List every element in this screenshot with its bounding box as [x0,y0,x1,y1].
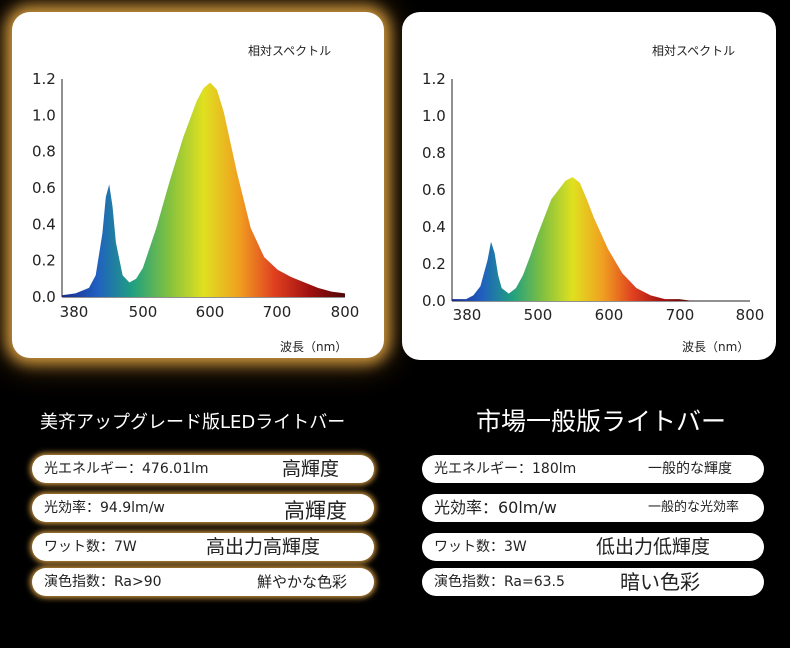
spec-value: 一般的な光効率 [648,500,740,515]
heading-upgraded: 美齐アップグレード版LEDライトバー [40,412,346,433]
spec-label: ワット数：3W [434,539,527,555]
spec-pill-wattage: ワット数：7W 高出力高輝度 [32,533,374,561]
y-tick-label: 0.0 [32,288,56,306]
chart-title: 相対スペクトル [652,44,736,58]
x-tick-label: 700 [666,306,695,324]
x-tick-label: 800 [331,303,360,321]
y-tick-label: 0.4 [422,218,446,236]
x-axis-label: 波長（nm） [682,340,750,354]
spec-value: 暗い色彩 [620,570,700,594]
spectrum-area [452,177,694,301]
x-tick-label: 700 [263,303,292,321]
spec-pill-efficiency: 光効率：94.9lm/w 高輝度 [32,494,374,523]
y-tick-label: 0.4 [32,215,56,233]
spec-value: 鮮やかな色彩 [257,573,348,591]
spec-pill-luminous-flux: 光エネルギー：180lm 一般的な輝度 [422,455,764,483]
spec-value: 一般的な輝度 [648,461,732,477]
y-tick-label: 1.2 [32,70,56,88]
y-tick-label: 0.6 [422,181,446,199]
x-tick-label: 800 [736,306,765,324]
x-tick-label: 600 [196,303,225,321]
spec-value: 高輝度 [282,458,340,480]
y-tick-label: 1.0 [422,107,446,125]
spectrum-chart-market: 0.0 0.2 0.4 0.6 0.8 1.0 1.2 380 500 600 700 800 [422,70,765,324]
spec-value: 低出力低輝度 [596,536,711,558]
x-tick-label: 380 [453,306,482,324]
y-tick-label: 0.8 [32,143,56,161]
y-tick-label: 0.2 [32,252,56,270]
x-tick-label: 500 [129,303,158,321]
spectrum-card-upgraded: 相対スペクトル 波長（nm） 0.0 0.2 0.4 0.6 0.8 1.0 1.2 380… [12,12,384,358]
x-tick-label: 500 [524,306,553,324]
spec-pill-cri: 演色指数：Ra>90 鮮やかな色彩 [32,568,374,596]
spec-value: 高輝度 [284,499,347,523]
spec-label: 演色指数：Ra>90 [44,574,162,590]
spec-label: 光エネルギー：476.01lm [44,461,209,477]
spec-pill-luminous-flux: 光エネルギー：476.01lm 高輝度 [32,455,374,483]
y-tick-label: 0.2 [422,255,446,273]
spec-label: 光効率：94.9lm/w [44,500,165,516]
y-tick-label: 1.2 [422,70,446,88]
y-tick-label: 1.0 [32,106,56,124]
spectrum-chart-upgraded: 0.0 0.2 0.4 0.6 0.8 1.0 1.2 380 500 600 700 800 [32,70,360,321]
spec-label: 光エネルギー：180lm [434,461,577,477]
spec-pill-wattage: ワット数：3W 低出力低輝度 [422,533,764,561]
spec-pill-efficiency: 光効率：60lm/w 一般的な光効率 [422,494,764,522]
spec-label: ワット数：7W [44,539,137,555]
spec-value: 高出力高輝度 [206,536,321,558]
y-tick-label: 0.6 [32,179,56,197]
chart-title: 相対スペクトル [248,44,332,58]
spec-pill-cri: 演色指数：Ra=63.5 暗い色彩 [422,568,764,596]
x-axis-label: 波長（nm） [280,340,348,354]
x-tick-label: 600 [595,306,624,324]
y-tick-label: 0.0 [422,292,446,310]
heading-market: 市場一般版ライトバー [476,407,727,436]
spec-label: 光効率：60lm/w [434,498,557,517]
spectrum-area [62,82,345,297]
spec-label: 演色指数：Ra=63.5 [434,574,565,590]
spectrum-card-market: 相対スペクトル 波長（nm） 0.0 0.2 0.4 0.6 0.8 1.0 1.2 380… [402,12,776,360]
y-tick-label: 0.8 [422,144,446,162]
x-tick-label: 380 [60,303,89,321]
